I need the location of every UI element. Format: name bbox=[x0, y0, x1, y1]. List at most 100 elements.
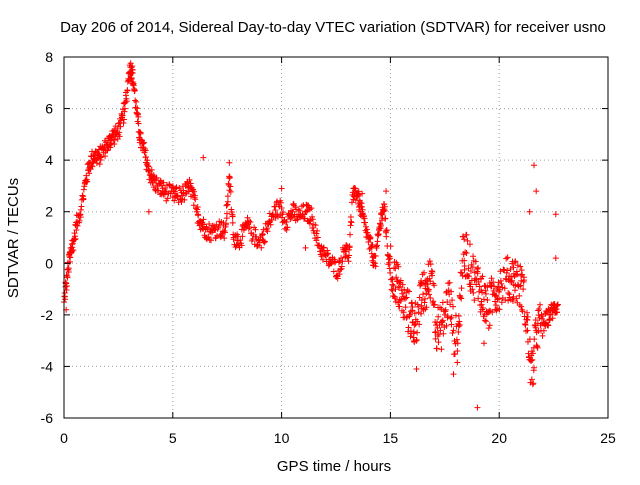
data-point bbox=[224, 198, 231, 205]
data-point bbox=[346, 246, 353, 253]
data-point bbox=[224, 193, 231, 200]
data-point bbox=[379, 211, 386, 218]
data-point bbox=[449, 330, 456, 337]
data-point bbox=[516, 292, 523, 299]
data-point bbox=[142, 153, 149, 160]
data-point bbox=[264, 228, 271, 235]
data-point bbox=[530, 364, 537, 371]
data-point bbox=[457, 269, 464, 276]
data-point bbox=[194, 211, 201, 218]
data-point bbox=[348, 199, 355, 206]
data-point bbox=[297, 214, 304, 221]
data-point bbox=[278, 185, 285, 192]
data-point bbox=[534, 344, 541, 351]
data-point bbox=[518, 272, 525, 279]
data-point bbox=[217, 234, 224, 241]
data-point bbox=[252, 226, 259, 233]
data-point bbox=[338, 255, 345, 262]
data-point bbox=[470, 289, 477, 296]
data-point bbox=[469, 264, 476, 271]
data-point bbox=[132, 97, 139, 104]
data-point bbox=[117, 123, 124, 130]
data-point bbox=[160, 179, 167, 186]
data-point bbox=[267, 221, 274, 228]
data-point bbox=[206, 221, 213, 228]
data-point bbox=[362, 219, 369, 226]
data-point bbox=[438, 346, 445, 353]
data-point bbox=[454, 359, 461, 366]
data-point bbox=[427, 294, 434, 301]
data-point bbox=[372, 263, 379, 270]
data-point bbox=[511, 287, 518, 294]
data-point bbox=[514, 271, 521, 278]
data-point bbox=[484, 284, 491, 291]
data-point bbox=[192, 196, 199, 203]
x-tick-label: 15 bbox=[383, 430, 399, 446]
data-point bbox=[509, 260, 516, 267]
data-point bbox=[77, 214, 84, 221]
data-point bbox=[302, 244, 309, 251]
data-point bbox=[530, 380, 537, 387]
data-point bbox=[161, 188, 168, 195]
data-point bbox=[229, 213, 236, 220]
data-point bbox=[536, 305, 543, 312]
data-point bbox=[121, 105, 128, 112]
data-point bbox=[375, 231, 382, 238]
data-point bbox=[377, 222, 384, 229]
data-point bbox=[116, 129, 123, 136]
data-point bbox=[314, 227, 321, 234]
data-point bbox=[432, 328, 439, 335]
data-point bbox=[181, 196, 188, 203]
data-point bbox=[481, 282, 488, 289]
data-point bbox=[129, 66, 136, 73]
data-point bbox=[549, 315, 556, 322]
data-point bbox=[545, 322, 552, 329]
data-point bbox=[187, 180, 194, 187]
data-point bbox=[458, 295, 465, 302]
data-point bbox=[523, 328, 530, 335]
data-point bbox=[396, 303, 403, 310]
data-point bbox=[404, 287, 411, 294]
data-point bbox=[190, 202, 197, 209]
data-point bbox=[303, 208, 310, 215]
data-point bbox=[421, 295, 428, 302]
data-point bbox=[137, 129, 144, 136]
data-point bbox=[274, 211, 281, 218]
data-point bbox=[407, 333, 414, 340]
data-point bbox=[513, 295, 520, 302]
data-point bbox=[345, 258, 352, 265]
data-point bbox=[237, 237, 244, 244]
data-point bbox=[280, 209, 287, 216]
data-point bbox=[519, 308, 526, 315]
data-point bbox=[278, 204, 285, 211]
data-point bbox=[177, 195, 184, 202]
data-point bbox=[518, 306, 525, 313]
data-point bbox=[510, 264, 517, 271]
data-point bbox=[486, 279, 493, 286]
data-point bbox=[374, 238, 381, 245]
data-point bbox=[531, 336, 538, 343]
data-point bbox=[120, 116, 127, 123]
data-point bbox=[134, 105, 141, 112]
data-point bbox=[223, 202, 230, 209]
data-point bbox=[346, 252, 353, 259]
data-point bbox=[421, 269, 428, 276]
data-point bbox=[139, 140, 146, 147]
data-point bbox=[418, 310, 425, 317]
data-point bbox=[381, 207, 388, 214]
data-point bbox=[528, 376, 535, 383]
data-point bbox=[395, 263, 402, 270]
data-point bbox=[63, 283, 70, 290]
data-point bbox=[442, 306, 449, 313]
data-point bbox=[222, 221, 229, 228]
data-point bbox=[358, 203, 365, 210]
data-point bbox=[496, 306, 503, 313]
data-point bbox=[272, 207, 279, 214]
data-point bbox=[475, 295, 482, 302]
data-point bbox=[423, 304, 430, 311]
data-point bbox=[222, 229, 229, 236]
data-point bbox=[454, 340, 461, 347]
data-point bbox=[439, 317, 446, 324]
data-point bbox=[399, 290, 406, 297]
